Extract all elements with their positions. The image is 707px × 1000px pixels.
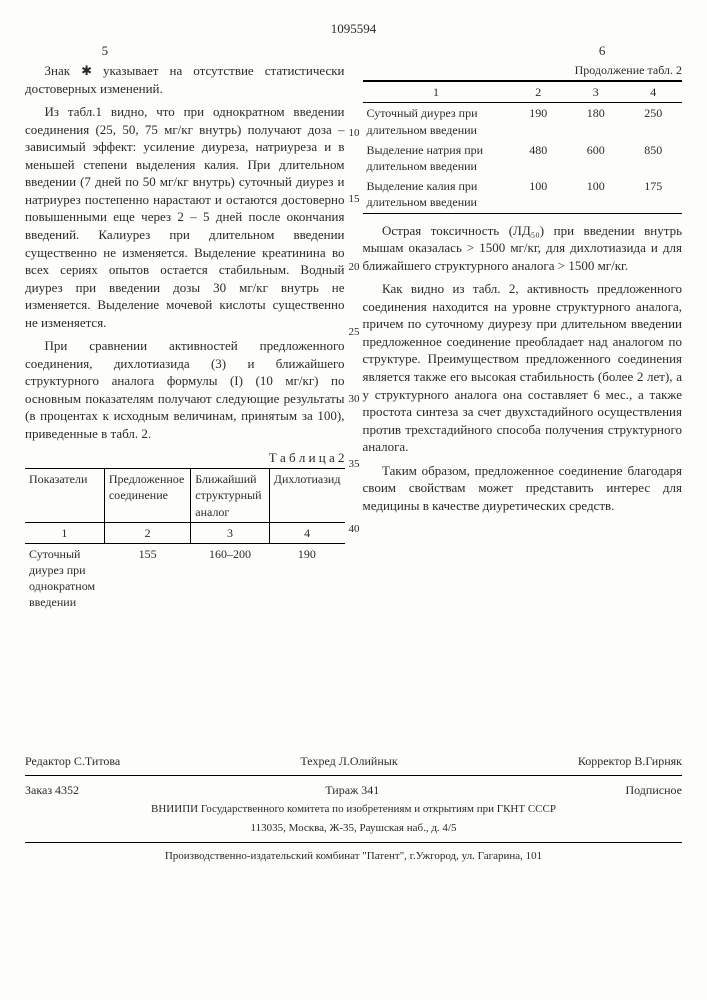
table2-title: Т а б л и ц а 2	[25, 449, 345, 467]
right-page-num: 6	[363, 42, 683, 60]
tech-editor: Техред Л.Олийнык	[300, 753, 397, 769]
table-2-continued: 1 2 3 4 Суточный диурез при длительном в…	[363, 80, 683, 213]
left-column: 5 Знак ✱ указывает на отсутствие статист…	[25, 42, 345, 613]
tirage: Тираж 341	[325, 782, 379, 798]
table-header-row: Показатели Предложенное соединение Ближа…	[25, 469, 345, 523]
footer-publisher: Производственно-издательский комбинат "П…	[25, 849, 682, 864]
vniipi-line2: 113035, Москва, Ж-35, Раушская наб., д. …	[25, 821, 682, 836]
line-marker: 40	[349, 522, 360, 537]
table-row: Суточный диурез при длительном введении …	[363, 103, 683, 140]
doc-number: 1095594	[25, 20, 682, 38]
th-1: Показатели	[25, 469, 104, 523]
table-row: Выделение натрия при длительном введении…	[363, 140, 683, 176]
th-2: Предложенное соединение	[104, 469, 190, 523]
table-row: Суточный диурез при однократном введении…	[25, 543, 345, 612]
two-columns: 5 Знак ✱ указывает на отсутствие статист…	[25, 42, 682, 613]
para-4: Острая токсичность (ЛД₅₀) при введении в…	[363, 222, 683, 275]
table-2: Показатели Предложенное соединение Ближа…	[25, 468, 345, 613]
subscription: Подписное	[625, 782, 682, 798]
right-column: 6 Продолжение табл. 2 1 2 3 4 Суточный д…	[363, 42, 683, 613]
footer-order: Заказ 4352 Тираж 341 Подписное	[25, 782, 682, 798]
line-marker: 20	[349, 260, 360, 275]
table-row: Выделение калия при длительном введении …	[363, 176, 683, 213]
line-marker: 10	[349, 126, 360, 141]
row-label: Суточный диурез при однократном введении	[25, 543, 104, 612]
footer-credits: Редактор С.Титова Техред Л.Олийнык Корре…	[25, 753, 682, 769]
left-page-num: 5	[25, 42, 345, 60]
divider	[25, 775, 682, 776]
para-6: Таким образом, предложенное соединение б…	[363, 462, 683, 515]
para-1: Знак ✱ указывает на отсутствие статистич…	[25, 62, 345, 97]
line-marker: 35	[349, 457, 360, 472]
order-number: Заказ 4352	[25, 782, 79, 798]
para-5: Как видно из табл. 2, активность предлож…	[363, 280, 683, 455]
table-colnum-row: 1 2 3 4	[25, 522, 345, 543]
line-marker: 15	[349, 192, 360, 207]
vniipi-line1: ВНИИПИ Государственного комитета по изоб…	[25, 802, 682, 817]
para-2: Из табл.1 видно, что при однократном вве…	[25, 103, 345, 331]
th-3: Ближайший структурный аналог	[191, 469, 270, 523]
th-4: Дихлотиазид	[269, 469, 344, 523]
line-marker: 25	[349, 325, 360, 340]
editor: Редактор С.Титова	[25, 753, 120, 769]
line-marker: 30	[349, 392, 360, 407]
table-colnum-row: 1 2 3 4	[363, 81, 683, 103]
para-3: При сравнении активностей предложенного …	[25, 337, 345, 442]
footer: Редактор С.Титова Техред Л.Олийнык Корре…	[25, 753, 682, 864]
corrector: Корректор В.Гирняк	[578, 753, 682, 769]
divider	[25, 842, 682, 843]
table2-cont-title: Продолжение табл. 2	[363, 62, 683, 78]
